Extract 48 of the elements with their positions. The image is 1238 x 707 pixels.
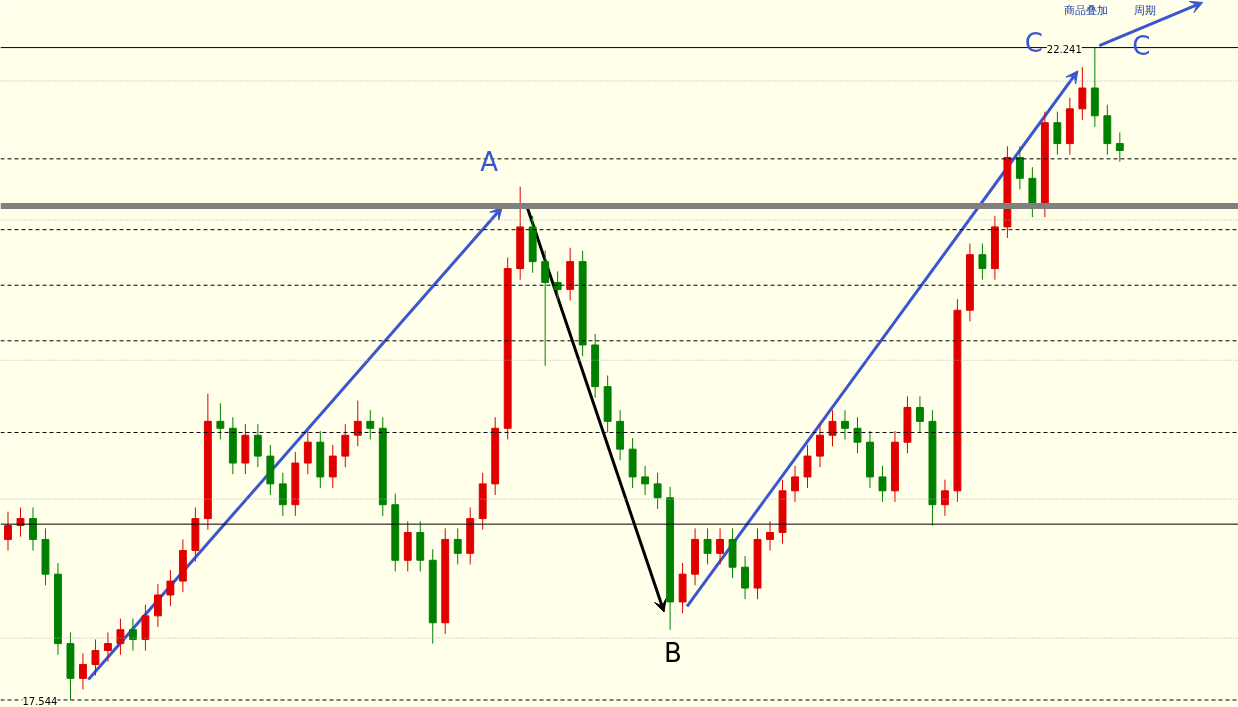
candlestick [741,555,749,600]
candlestick [641,465,650,496]
candlestick [353,400,362,447]
candlestick [79,652,87,690]
candlestick [716,527,724,565]
candlestick [803,444,812,489]
candlestick [91,638,100,677]
annotation: 商品叠加 [1063,3,1108,17]
candlestick [841,409,849,440]
candlestick [29,506,37,552]
candlestick [166,569,175,607]
candlestick [16,506,25,538]
candlestick [216,402,225,440]
candlestick [828,409,837,447]
candlestick [1115,131,1124,163]
candlestick [541,250,550,367]
candlestick [653,472,662,510]
text: 周期 [1133,3,1156,17]
annotation: 17.544 [22,696,58,707]
candlestick [1078,66,1087,121]
candlestick [853,416,862,454]
candlestick [916,395,924,433]
candlestick [116,618,125,656]
candlestick [766,520,774,552]
candlestick [940,479,949,517]
candlestick [366,409,375,440]
candlestick [128,618,137,652]
candlestick [4,511,12,552]
candlestick [703,527,712,565]
candlestick [328,444,337,489]
candlestick [104,631,112,663]
candlestick [553,270,562,302]
candlestick [878,465,887,503]
candlestick [1053,111,1062,156]
candlestick [791,465,799,503]
candlestick [141,604,150,652]
candlestick [341,423,350,468]
candlestick [303,430,312,475]
candlestick [978,243,987,281]
candlestick [816,423,824,468]
candlestick [1015,145,1024,190]
candlestick [253,423,262,468]
annotation: A [480,146,499,177]
annotation: 22.241 [1046,43,1082,55]
candlestick [153,583,162,628]
candlestick [278,472,287,517]
annotation: B [664,637,682,668]
candlestick [453,527,462,565]
